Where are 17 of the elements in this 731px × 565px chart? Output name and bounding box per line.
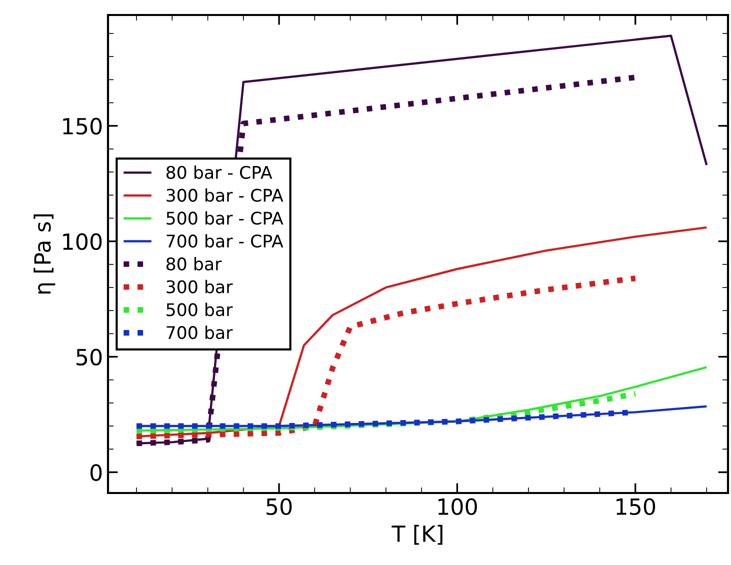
legend-label: 300 bar [166, 280, 233, 294]
y-axis-title: η [Pa s] [34, 214, 56, 294]
y-tick-label: 50 [76, 348, 102, 366]
y-tick-label: 0 [90, 464, 102, 481]
y-tick-label: 100 [63, 233, 102, 250]
legend-label: 300 bar - CPA [166, 188, 284, 202]
legend-label: 80 bar - CPA [166, 166, 272, 179]
legend-label: 700 bar - CPA [166, 234, 284, 248]
x-tick-label: 100 [438, 498, 477, 516]
y-tick-label: 150 [63, 118, 102, 135]
legend-label: 500 bar [166, 302, 233, 316]
x-tick-label: 150 [616, 498, 656, 516]
legend-label: 700 bar [166, 326, 233, 340]
legend-label: 500 bar - CPA [166, 211, 284, 225]
legend-label: 80 bar [166, 257, 222, 270]
x-tick-label: 50 [266, 498, 292, 516]
x-axis-title: T [K] [392, 524, 442, 545]
